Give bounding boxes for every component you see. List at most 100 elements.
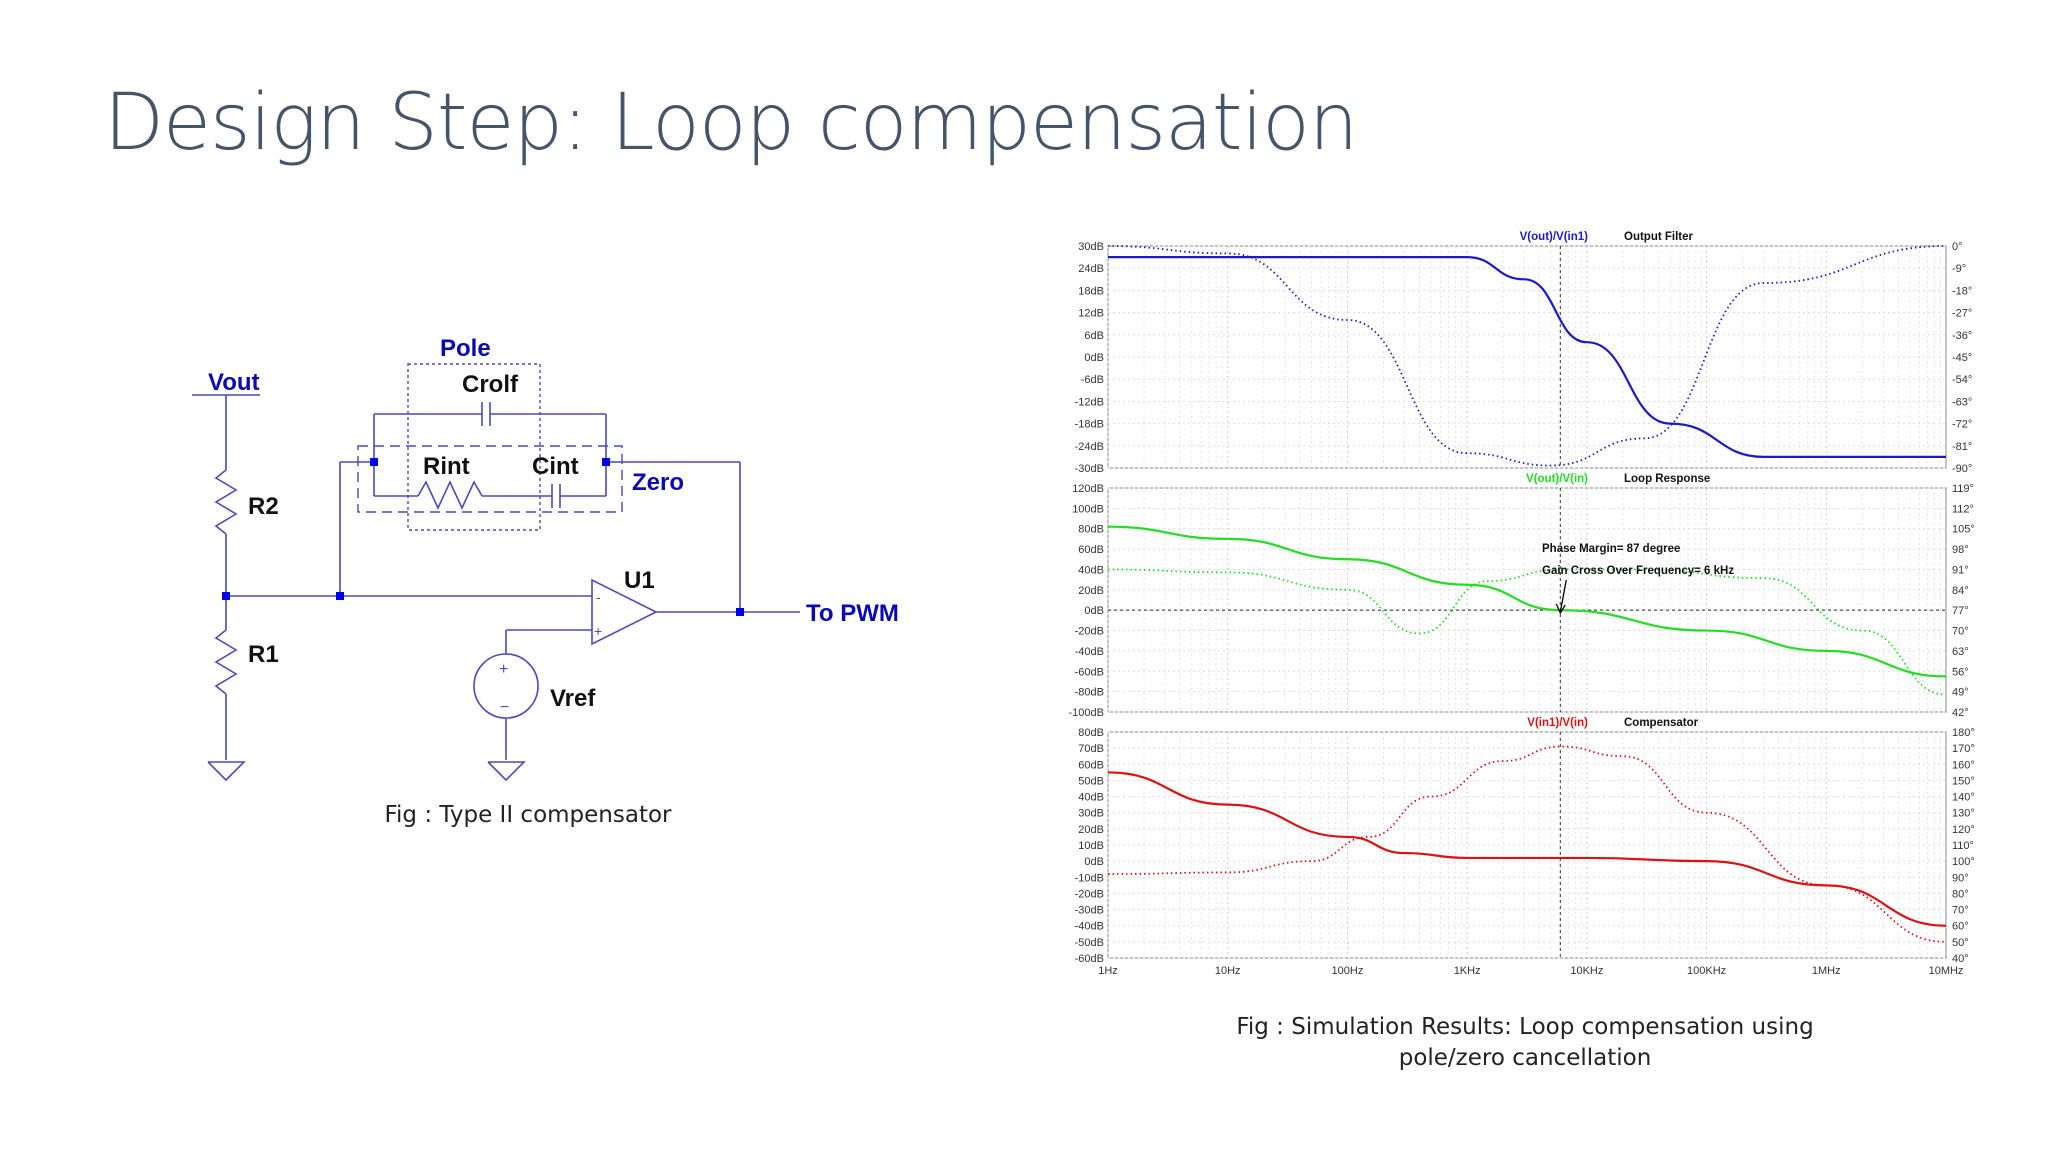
loop-response-magnitude-trace	[1107, 525, 1947, 678]
simulation-bode-plots: 30dB 24dB 18dB 12dB 6dB 0dB -6dB -12dB -18dB -24d…	[1069, 231, 1975, 977]
loop-response-ytick-right: 84°	[1952, 585, 1969, 597]
compensator-ytick-right: 150°	[1952, 775, 1975, 787]
loop-response-ytick-left: 40dB	[1078, 564, 1104, 576]
loop-response-ytick-left: -20dB	[1075, 626, 1104, 638]
loop-response-frame	[1107, 487, 1947, 713]
compensator-ytick-left: -40dB	[1075, 921, 1104, 933]
compensator-frame	[1107, 731, 1947, 959]
label-r2: R2	[248, 493, 279, 520]
compensator-ytick-right: 120°	[1952, 824, 1975, 836]
compensator-ytick-left: 80dB	[1078, 727, 1104, 739]
loop-response-ytick-left: 20dB	[1078, 585, 1104, 597]
results-caption: Fig : Simulation Results: Loop compensat…	[1220, 1012, 1830, 1074]
circuit-caption: Fig : Type II compensator	[384, 802, 672, 828]
output-filter-ytick-right: -72°	[1952, 419, 1972, 431]
output-filter-ytick-right: -81°	[1952, 441, 1972, 453]
label-pole: Pole	[440, 335, 491, 362]
x-tick-label: 10KHz	[1570, 965, 1603, 977]
loop-response-ytick-right: 70°	[1952, 626, 1969, 638]
label-vref: Vref	[550, 685, 596, 712]
loop-response-ytick-left: -100dB	[1069, 707, 1104, 719]
loop-response-ytick-left: 60dB	[1078, 544, 1104, 556]
compensator-ytick-right: 60°	[1952, 921, 1969, 933]
x-tick-label: 100Hz	[1332, 965, 1364, 977]
output-filter-ytick-right: -18°	[1952, 285, 1972, 297]
loop-response-ytick-left: -60dB	[1075, 666, 1104, 678]
compensator-ytick-right: 80°	[1952, 888, 1969, 900]
loop-response-ytick-right: 91°	[1952, 564, 1969, 576]
compensator-phase-trace	[1107, 745, 1947, 943]
output-filter-ytick-left: 6dB	[1084, 330, 1104, 342]
compensator-ytick-left: -30dB	[1075, 905, 1104, 917]
loop-response-ytick-right: 63°	[1952, 646, 1969, 658]
compensator-ytick-left: 70dB	[1078, 743, 1104, 755]
output-filter-ytick-right: -63°	[1952, 396, 1972, 408]
loop-response-title: Loop Response	[1624, 473, 1710, 485]
output-filter-ytick-right: -54°	[1952, 374, 1972, 386]
ground-symbol-vref	[487, 761, 526, 782]
loop-response-ytick-right: 77°	[1952, 605, 1969, 617]
label-r1: R1	[248, 641, 279, 668]
output-filter-ytick-right: -90°	[1952, 463, 1972, 475]
compensator-ytick-left: 50dB	[1078, 775, 1104, 787]
label-to-pwm: To PWM	[806, 600, 899, 627]
r1-resistor	[214, 629, 238, 695]
compensator-ytick-left: -50dB	[1075, 937, 1104, 949]
output-filter-ytick-left: -6dB	[1081, 374, 1104, 386]
vref-plus-sign: +	[499, 661, 508, 678]
compensator-ytick-left: -10dB	[1075, 872, 1104, 884]
compensator-title: Compensator	[1624, 717, 1699, 729]
ground-symbol-r1	[207, 761, 246, 782]
x-tick-label: 1Hz	[1098, 965, 1118, 977]
r2-resistor	[214, 469, 238, 535]
output-filter-ytick-right: -36°	[1952, 330, 1972, 342]
output-filter-ytick-left: 0dB	[1084, 352, 1104, 364]
label-crolf: Crolf	[462, 371, 519, 398]
x-tick-label: 10MHz	[1929, 965, 1964, 977]
opamp-plus-sign: +	[594, 623, 602, 639]
opamp-minus-sign: -	[596, 589, 601, 605]
output-filter-ytick-left: -30dB	[1075, 463, 1104, 475]
loop-response-ytick-right: 98°	[1952, 544, 1969, 556]
loop-response-ytick-left: -80dB	[1075, 687, 1104, 699]
loop-response-ytick-left: 100dB	[1072, 503, 1104, 515]
x-tick-label: 1KHz	[1454, 965, 1481, 977]
type-ii-compensator-schematic: - + + − Vout Pole Crolf Rint Cint Zero R…	[192, 335, 899, 782]
phase-margin-annotation: Phase Margin= 87 degree	[1542, 543, 1680, 555]
zero-region-box	[357, 445, 623, 513]
compensator-ytick-right: 50°	[1952, 937, 1969, 949]
opamp-u1	[591, 578, 658, 646]
compensator-ytick-left: -60dB	[1075, 953, 1104, 965]
output-filter-ytick-right: 0°	[1952, 241, 1963, 253]
loop-response-ytick-left: -40dB	[1075, 646, 1104, 658]
compensator-ytick-right: 170°	[1952, 743, 1975, 755]
x-tick-label: 10Hz	[1215, 965, 1241, 977]
compensator-ytick-right: 110°	[1952, 840, 1974, 852]
rint-resistor	[417, 480, 483, 510]
loop-response-ytick-right: 119°	[1952, 483, 1974, 495]
crossover-arrow-head	[1555, 603, 1566, 615]
label-cint: Cint	[532, 453, 579, 480]
loop-response-ytick-left: 0dB	[1084, 605, 1104, 617]
output-filter-ytick-left: -24dB	[1075, 441, 1104, 453]
output-filter-ytick-left: -12dB	[1075, 396, 1104, 408]
pole-region-box	[407, 363, 541, 531]
compensator-ytick-right: 130°	[1952, 808, 1975, 820]
compensator-ytick-right: 140°	[1952, 792, 1975, 804]
compensator-ytick-right: 40°	[1952, 953, 1969, 965]
loop-response-ytick-right: 105°	[1952, 524, 1975, 536]
output-filter-title: Output Filter	[1624, 231, 1694, 243]
output-filter-ytick-left: 18dB	[1078, 285, 1104, 297]
results-caption-line-1: Fig : Simulation Results: Loop compensat…	[1236, 1014, 1814, 1040]
compensator-ytick-left: 0dB	[1084, 856, 1104, 868]
crossover-arrow	[1559, 579, 1567, 613]
compensator-ytick-left: 60dB	[1078, 759, 1104, 771]
results-caption-line-2: pole/zero cancellation	[1398, 1045, 1652, 1071]
compensator-ytick-left: 40dB	[1078, 792, 1104, 804]
x-tick-label: 1MHz	[1812, 965, 1841, 977]
loop-response-trace-label: V(out)/V(in)	[1526, 473, 1588, 485]
output-filter-ytick-left: 30dB	[1078, 241, 1104, 253]
loop-response-ytick-left: 80dB	[1078, 524, 1104, 536]
compensator-ytick-left: 10dB	[1078, 840, 1104, 852]
compensator-trace-label: V(in1)/V(in)	[1527, 717, 1588, 729]
